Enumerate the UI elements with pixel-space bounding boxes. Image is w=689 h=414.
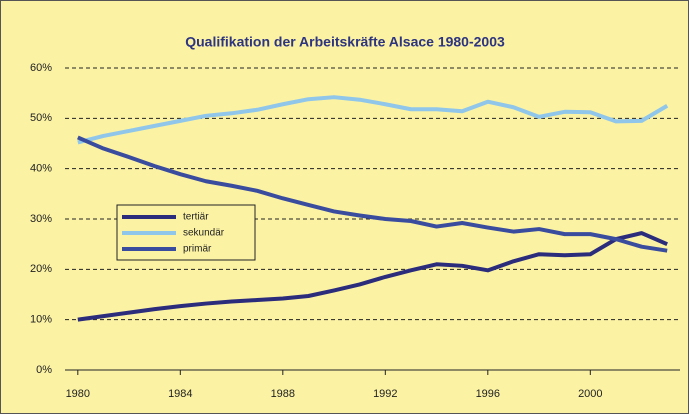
x-tick-label: 1980	[66, 388, 90, 400]
legend-label: sekundär	[183, 228, 225, 239]
y-tick-label: 50%	[30, 112, 52, 124]
x-tick-label: 1992	[373, 388, 397, 400]
y-tick-label: 20%	[30, 263, 52, 275]
y-tick-label: 0%	[36, 364, 52, 376]
legend-label: tertiär	[183, 212, 209, 223]
x-tick-label: 1988	[271, 388, 295, 400]
y-tick-label: 40%	[30, 163, 52, 175]
x-tick-label: 1996	[476, 388, 500, 400]
series-line	[77, 135, 668, 253]
x-tick-label: 2000	[578, 388, 602, 400]
series-line	[77, 231, 668, 322]
y-tick-label: 10%	[30, 314, 52, 326]
y-tick-label: 30%	[30, 213, 52, 225]
legend-label: primär	[183, 244, 212, 255]
y-tick-label: 60%	[30, 62, 52, 74]
x-tick-label: 1984	[168, 388, 192, 400]
series-line	[77, 95, 669, 145]
chart-title: Qualifikation der Arbeitskräfte Alsace 1…	[185, 34, 505, 50]
